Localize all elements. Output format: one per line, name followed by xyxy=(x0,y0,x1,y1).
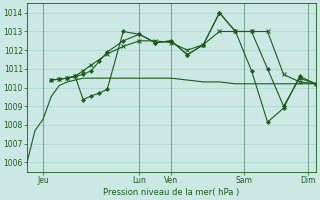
X-axis label: Pression niveau de la mer( hPa ): Pression niveau de la mer( hPa ) xyxy=(103,188,239,197)
